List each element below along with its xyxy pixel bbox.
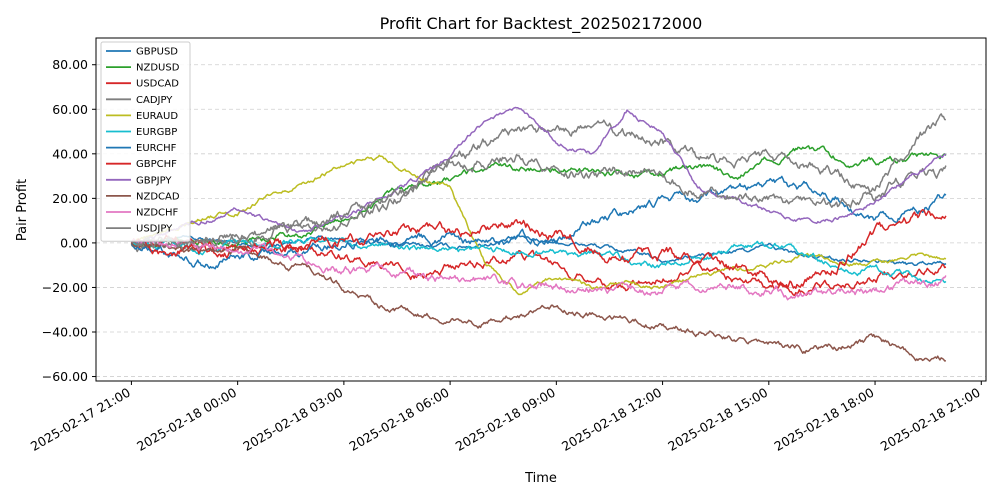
series-line-nzdusd <box>130 145 947 248</box>
y-tick-label: 0.00 <box>60 235 88 250</box>
plot-frame <box>95 37 987 382</box>
legend-label: NZDCHF <box>136 208 179 219</box>
y-tick-label: −20.00 <box>42 280 88 295</box>
legend-label: EURCHF <box>136 143 177 154</box>
x-tick-label: 2025-02-18 18:00 <box>771 385 876 454</box>
x-tick-label: 2025-02-18 12:00 <box>559 385 664 454</box>
y-axis: −60.00 −40.00 −20.00 0.00 20.00 40.00 60.00 80.… <box>42 57 96 384</box>
series-line-gbpjpy <box>131 106 947 244</box>
legend-label: CADJPY <box>136 95 173 106</box>
y-tick-label: 60.00 <box>52 102 88 117</box>
legend-label: NZDCAD <box>136 191 180 202</box>
legend-label: USDCAD <box>136 79 179 90</box>
x-axis-title: Time <box>524 471 557 486</box>
y-axis-title: Pair Profit <box>15 179 30 241</box>
series-line-nzdchf <box>130 238 947 301</box>
series-line-gbpchf <box>130 208 947 290</box>
x-tick-label: 2025-02-18 06:00 <box>347 385 452 454</box>
legend-label: GBPJPY <box>136 175 172 186</box>
x-tick-label: 2025-02-17 21:00 <box>28 385 133 454</box>
x-tick-label: 2025-02-18 21:00 <box>878 385 983 454</box>
chart-title: Profit Chart for Backtest_202502172000 <box>380 14 703 34</box>
legend-box <box>100 41 191 242</box>
series-layer <box>130 106 947 362</box>
y-tick-label: −60.00 <box>42 369 88 384</box>
y-tick-label: 40.00 <box>52 146 88 161</box>
x-tick-label: 2025-02-18 09:00 <box>453 385 558 454</box>
x-axis: 2025-02-17 21:00 2025-02-18 00:00 2025-02-… <box>28 381 983 454</box>
legend-label: GBPCHF <box>136 159 177 170</box>
x-tick-label: 2025-02-18 15:00 <box>665 385 770 454</box>
series-line-eurchf <box>130 175 947 270</box>
x-tick-label: 2025-02-18 00:00 <box>134 385 239 454</box>
y-grid <box>96 64 986 377</box>
x-tick-label: 2025-02-18 03:00 <box>240 385 345 454</box>
series-line-cadjpy <box>130 119 947 253</box>
series-line-usdjpy <box>131 113 946 249</box>
legend-label: EURAUD <box>136 111 178 122</box>
y-tick-label: 20.00 <box>52 191 88 206</box>
series-line-euraud <box>130 154 947 296</box>
y-tick-label: −40.00 <box>42 325 88 340</box>
legend-label: EURGBP <box>136 127 177 138</box>
legend: GBPUSD NZDUSD USDCAD CADJPY EURAUD EURGBP EURC… <box>100 41 191 242</box>
legend-label: NZDUSD <box>136 63 180 74</box>
y-tick-label: 80.00 <box>52 57 88 72</box>
legend-label: USDJPY <box>136 224 173 235</box>
series-line-nzdcad <box>130 242 947 362</box>
legend-label: GBPUSD <box>136 47 178 58</box>
